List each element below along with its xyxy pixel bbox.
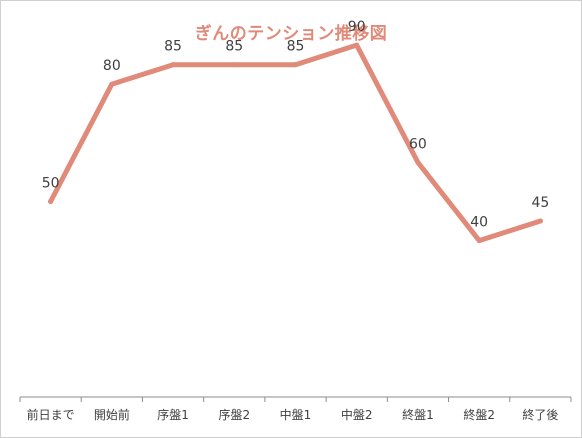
x-tick-label: 終盤1 [402, 407, 434, 422]
x-tick-label: 終盤2 [463, 407, 495, 422]
data-point [415, 159, 421, 165]
chart-title: ぎんのテンション推移図 [194, 24, 388, 44]
data-point [476, 238, 482, 244]
series-line [48, 42, 543, 244]
data-point [48, 199, 54, 204]
x-tick-label: 中盤2 [341, 407, 373, 422]
data-label: 85 [287, 39, 305, 55]
data-label: 90 [348, 19, 366, 35]
data-point [537, 218, 543, 224]
x-tick-label: 序盤1 [157, 407, 189, 422]
data-point [170, 62, 176, 68]
data-label: 60 [409, 136, 427, 152]
data-label: 40 [470, 215, 488, 231]
data-label: 85 [225, 39, 243, 55]
data-label: 80 [103, 58, 121, 74]
x-tick-label: 中盤1 [280, 407, 312, 422]
data-point [293, 62, 298, 68]
x-tick-label: 終了後 [522, 407, 558, 422]
data-point [109, 81, 115, 87]
data-label: 45 [531, 195, 549, 211]
data-label: 50 [42, 176, 60, 192]
data-label: 85 [164, 39, 182, 55]
data-point [354, 42, 360, 48]
x-tick-label: 開始前 [94, 407, 130, 422]
x-tick-label: 前日まで [27, 407, 75, 422]
x-tick-label: 序盤2 [218, 407, 250, 422]
data-point [231, 62, 237, 68]
